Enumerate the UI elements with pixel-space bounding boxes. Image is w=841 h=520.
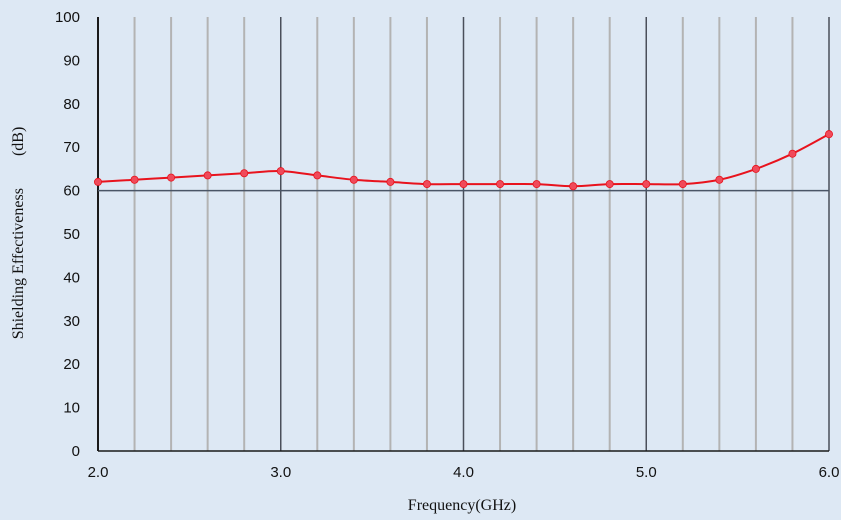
- x-tick-label: 2.0: [88, 464, 109, 481]
- x-tick-label: 6.0: [819, 464, 840, 481]
- data-point: [167, 173, 176, 182]
- data-point: [276, 167, 285, 176]
- y-tick-label: 90: [63, 52, 80, 69]
- x-tick-label: 4.0: [453, 464, 474, 481]
- y-tick-label: 60: [63, 183, 80, 200]
- data-point: [313, 171, 322, 180]
- data-point: [788, 149, 797, 158]
- x-tick-label: 5.0: [636, 464, 657, 481]
- data-point: [569, 182, 578, 191]
- data-point: [459, 180, 468, 189]
- series-group: [94, 130, 834, 191]
- y-tick-label: 100: [55, 9, 80, 26]
- data-point: [94, 177, 103, 186]
- y-tick-label: 80: [63, 96, 80, 113]
- x-tick-label: 3.0: [270, 464, 291, 481]
- axes: [97, 17, 829, 452]
- data-point: [496, 180, 505, 189]
- y-tick-label: 50: [63, 226, 80, 243]
- y-tick-labels: 0 10 20 30 40 50 60 70 80 90 100: [55, 9, 80, 460]
- data-point: [678, 180, 687, 189]
- data-point: [130, 175, 139, 184]
- data-point: [605, 180, 614, 189]
- data-point: [825, 130, 834, 139]
- x-axis-title: Frequency(GHz): [408, 497, 516, 514]
- y-tick-label: 20: [63, 356, 80, 373]
- data-point: [532, 180, 541, 189]
- y-tick-label: 70: [63, 139, 80, 156]
- minor-gridlines: [133, 17, 794, 451]
- data-point: [715, 175, 724, 184]
- y-tick-label: 10: [63, 400, 80, 417]
- data-point: [349, 175, 358, 184]
- data-point: [240, 169, 249, 178]
- data-point: [751, 164, 760, 173]
- y-tick-label: 40: [63, 269, 80, 286]
- data-point: [642, 180, 651, 189]
- x-tick-labels: 2.0 3.0 4.0 5.0 6.0: [88, 464, 840, 481]
- data-point: [386, 177, 395, 186]
- y-axis-title: Shielding Effectiveness (dB): [10, 127, 27, 340]
- y-tick-label: 0: [72, 443, 80, 460]
- data-point: [422, 180, 431, 189]
- y-tick-label: 30: [63, 313, 80, 330]
- data-point: [203, 171, 212, 180]
